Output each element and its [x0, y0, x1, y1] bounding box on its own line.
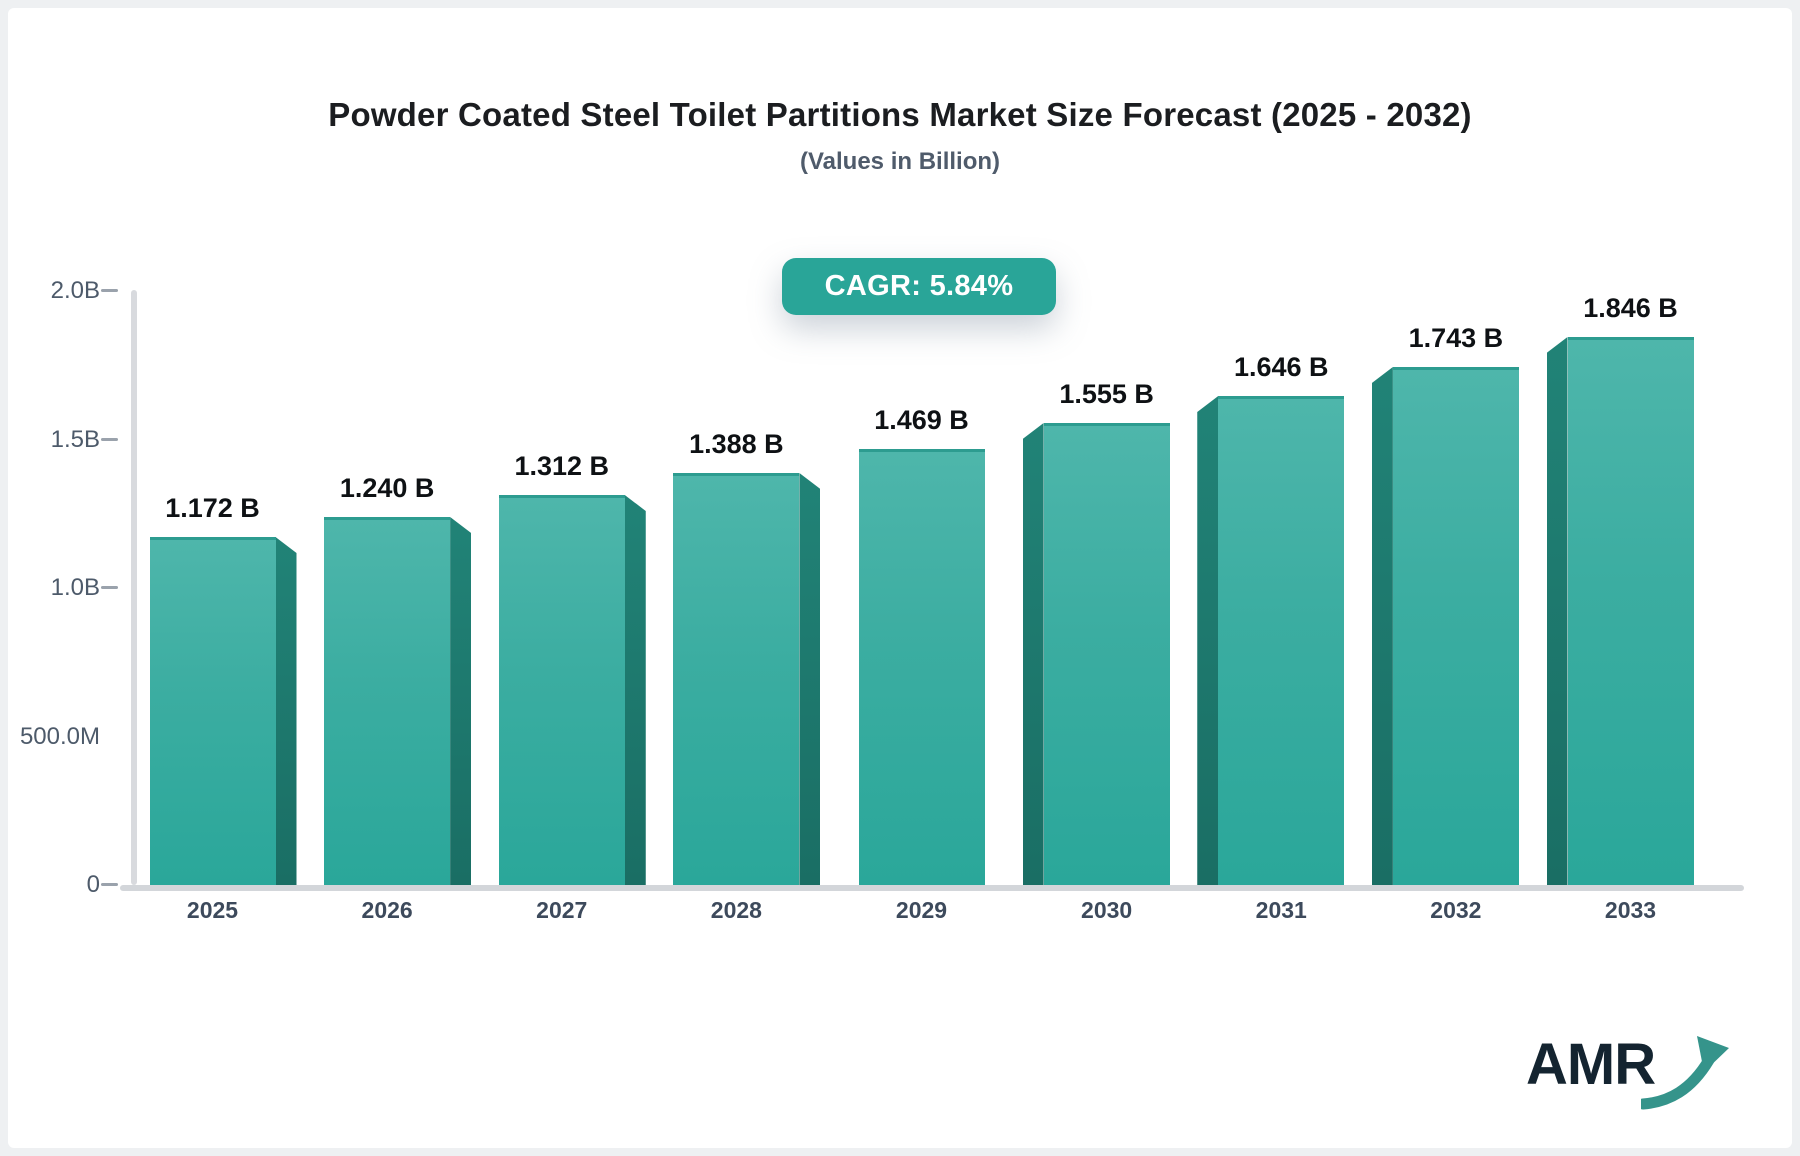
- x-axis-label-2028: 2028: [710, 897, 762, 923]
- bar-2031[interactable]: [1218, 396, 1345, 885]
- bar-2027[interactable]: [498, 495, 625, 885]
- x-axis-label-2027: 2027: [536, 897, 588, 923]
- bar-2029[interactable]: [858, 449, 985, 885]
- chart-title: Powder Coated Steel Toilet Partitions Ma…: [328, 96, 1472, 133]
- amr-logo: AMR: [1526, 1018, 1733, 1112]
- y-tick-label: 2.0B: [50, 277, 100, 304]
- y-tick-mark: [101, 586, 118, 589]
- x-axis-label-2029: 2029: [895, 897, 948, 923]
- chart-subtitle: (Values in Billion): [799, 148, 1001, 175]
- bar-value-label-2025: 1.172 B: [165, 493, 260, 523]
- bar-value-label-2027: 1.312 B: [514, 451, 610, 481]
- bar-2032[interactable]: [1392, 367, 1519, 885]
- bar-2028[interactable]: [673, 473, 800, 885]
- bar-2025[interactable]: [149, 537, 276, 885]
- x-axis-label-2032: 2032: [1430, 897, 1482, 923]
- y-tick-mark: [101, 437, 118, 441]
- y-axis-line: [131, 290, 137, 885]
- cagr-badge: CAGR: 5.84%: [782, 258, 1056, 315]
- cagr-badge-label: CAGR: 5.84%: [824, 270, 1014, 302]
- bar-2030[interactable]: [1043, 423, 1170, 885]
- y-tick-label: 1.5B: [50, 425, 100, 453]
- x-axis-label-2025: 2025: [186, 897, 239, 923]
- bar-value-label-2030: 1.555 B: [1059, 379, 1154, 409]
- amr-logo-text: AMR: [1526, 1032, 1656, 1097]
- bar-side-panel-2032: [1371, 367, 1393, 885]
- x-axis-label-2030: 2030: [1081, 897, 1133, 923]
- bar-side-panel-2031: [1197, 396, 1219, 885]
- bar-value-label-2031: 1.646 B: [1233, 352, 1329, 382]
- bar-value-label-2033: 1.846 B: [1583, 293, 1678, 323]
- x-axis-label-2031: 2031: [1255, 897, 1307, 923]
- bar-value-label-2029: 1.469 B: [874, 405, 969, 435]
- y-tick-label: 500.0M: [19, 722, 100, 750]
- bar-value-label-2032: 1.743 B: [1408, 323, 1504, 353]
- bar-side-panel-2030: [1022, 423, 1044, 885]
- x-axis-label-2033: 2033: [1604, 897, 1657, 923]
- bar-side-panel-2033: [1546, 337, 1568, 885]
- bar-value-label-2028: 1.388 B: [689, 429, 784, 459]
- y-tick-label: 1.0B: [50, 574, 100, 601]
- bar-2026[interactable]: [324, 517, 451, 885]
- y-tick-label: 0: [86, 871, 100, 898]
- amr-arrow-icon: [1641, 1036, 1730, 1110]
- x-axis-label-2026: 2026: [361, 897, 413, 923]
- y-tick-mark: [101, 289, 118, 292]
- bar-2033[interactable]: [1567, 337, 1694, 885]
- bar-side-panel-2025: [275, 537, 297, 885]
- bar-value-label-2026: 1.240 B: [339, 473, 435, 503]
- y-tick-mark: [101, 883, 118, 886]
- bar-side-panel-2027: [624, 495, 646, 885]
- bar-side-panel-2026: [450, 517, 472, 885]
- bar-side-panel-2028: [799, 473, 821, 885]
- x-axis-baseline: [120, 885, 1744, 891]
